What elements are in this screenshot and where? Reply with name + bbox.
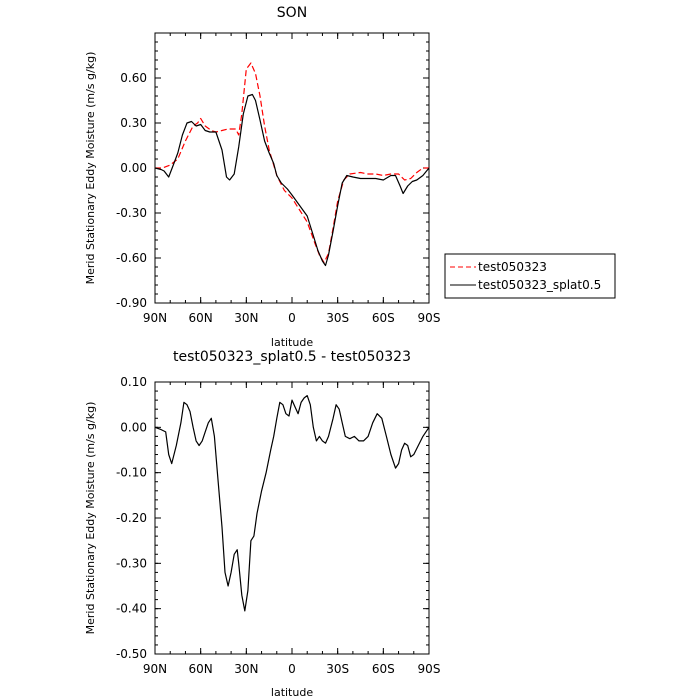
y-tick-label: 0.10 bbox=[120, 375, 147, 389]
chart-title: SON bbox=[277, 5, 307, 21]
y-tick-label: -0.40 bbox=[116, 602, 147, 616]
y-axis-label: Merid Stationary Eddy Moisture (m/s g/kg… bbox=[84, 52, 97, 285]
legend-label-0: test050323 bbox=[478, 260, 547, 274]
x-axis-label: latitude bbox=[271, 686, 313, 699]
series-lines bbox=[154, 62, 430, 267]
x-tick-label: 60S bbox=[372, 311, 395, 325]
x-tick-label: 0 bbox=[288, 662, 296, 676]
x-tick-label: 90S bbox=[418, 662, 441, 676]
x-axis-label: latitude bbox=[271, 336, 313, 349]
x-tick-label: 60N bbox=[189, 311, 213, 325]
x-tick-label: 60S bbox=[372, 662, 395, 676]
legend-box bbox=[444, 253, 616, 299]
x-tick-label: 30N bbox=[234, 311, 258, 325]
series-line-1 bbox=[154, 93, 430, 267]
plot-frame bbox=[154, 381, 430, 655]
x-tick-label: 30S bbox=[326, 311, 349, 325]
y-tick-label: -0.50 bbox=[116, 647, 147, 661]
x-tick-label: 90S bbox=[418, 311, 441, 325]
y-tick-label: -0.30 bbox=[116, 206, 147, 220]
series-line-0 bbox=[154, 395, 430, 612]
y-tick-label: 0.60 bbox=[120, 71, 147, 85]
y-axis: 0.10 0.00 -0.10 -0.20 -0.30 -0.40 -0.50 bbox=[116, 375, 429, 661]
x-tick-label: 30N bbox=[234, 662, 258, 676]
y-tick-label: -0.60 bbox=[116, 251, 147, 265]
x-axis: 90N 60N 30N 0 30S 60S 90S bbox=[143, 382, 441, 676]
x-tick-label: 60N bbox=[189, 662, 213, 676]
x-tick-label: 30S bbox=[326, 662, 349, 676]
y-tick-label: -0.20 bbox=[116, 511, 147, 525]
y-tick-label: 0.30 bbox=[120, 116, 147, 130]
series-lines bbox=[154, 395, 430, 612]
bottom-chart: test050323_splat0.5 - test050323 90N 60N 3… bbox=[84, 349, 440, 699]
x-tick-label: 90N bbox=[143, 662, 167, 676]
series-line-0 bbox=[155, 62, 429, 264]
y-tick-label: 0.00 bbox=[120, 420, 147, 434]
y-tick-label: -0.90 bbox=[116, 296, 147, 310]
x-axis: 90N 60N 30N 0 30S 60S 90S bbox=[143, 33, 441, 325]
x-tick-label: 90N bbox=[143, 311, 167, 325]
top-chart: SON 90N 60N 30N 0 30S 60S 90S 0.60 0.30 0.00 -0.3… bbox=[84, 5, 616, 349]
y-tick-label: 0.00 bbox=[120, 161, 147, 175]
legend: test050323 test050323_splat0.5 bbox=[444, 253, 616, 299]
y-tick-label: -0.10 bbox=[116, 466, 147, 480]
chart-title: test050323_splat0.5 - test050323 bbox=[173, 349, 411, 365]
y-axis-label: Merid Stationary Eddy Moisture (m/s g/kg… bbox=[84, 402, 97, 635]
legend-label-1: test050323_splat0.5 bbox=[478, 278, 601, 292]
x-tick-label: 0 bbox=[288, 311, 296, 325]
y-tick-label: -0.30 bbox=[116, 556, 147, 570]
y-axis: 0.60 0.30 0.00 -0.30 -0.60 -0.90 bbox=[116, 32, 429, 310]
plot-frame bbox=[154, 32, 430, 304]
